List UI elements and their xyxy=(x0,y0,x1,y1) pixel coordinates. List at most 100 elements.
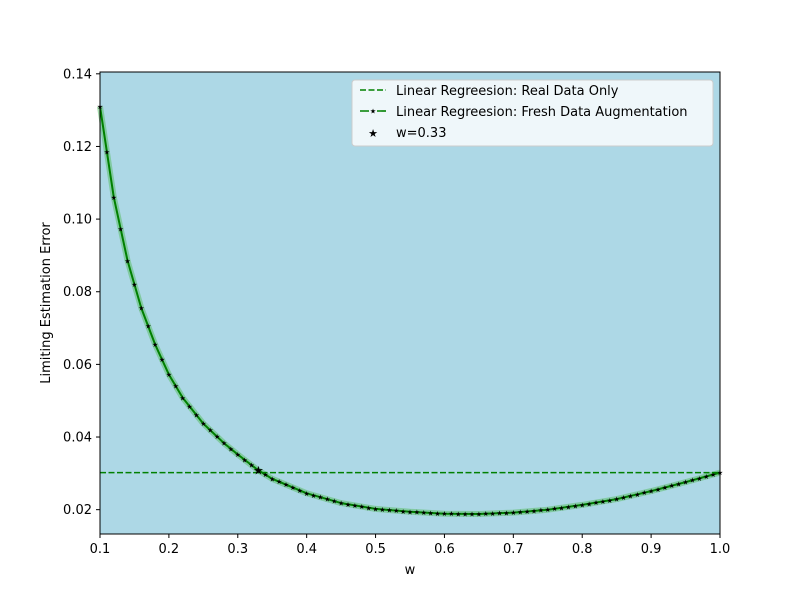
augmentation-marker: ★ xyxy=(538,507,544,515)
plot-frame xyxy=(99,71,721,535)
augmentation-marker: ★ xyxy=(338,500,344,508)
highlight-point-marker: ★ xyxy=(253,463,264,477)
x-tick-label: 0.1 xyxy=(90,542,111,557)
y-tick-label: 0.06 xyxy=(63,358,92,373)
augmentation-marker: ★ xyxy=(593,499,599,507)
augmentation-marker: ★ xyxy=(510,509,516,517)
augmentation-marker: ★ xyxy=(462,510,468,518)
augmentation-marker: ★ xyxy=(483,510,489,518)
y-axis-label: Limiting Estimation Error xyxy=(39,222,54,384)
augmentation-marker: ★ xyxy=(166,371,172,379)
x-tick-label: 0.6 xyxy=(434,542,455,557)
augmentation-marker: ★ xyxy=(221,440,227,448)
augmentation-series-line xyxy=(99,106,721,515)
augmentation-marker: ★ xyxy=(496,510,502,518)
augmentation-marker: ★ xyxy=(579,501,585,509)
y-tick-label: 0.08 xyxy=(63,285,92,300)
augmentation-marker: ★ xyxy=(193,411,199,419)
legend-label-highlight: w=0.33 xyxy=(396,126,446,141)
augmentation-marker: ★ xyxy=(331,498,337,506)
augmentation-marker: ★ xyxy=(676,480,682,488)
x-axis-label: w xyxy=(405,563,416,578)
augmentation-marker: ★ xyxy=(531,507,537,515)
augmentation-marker: ★ xyxy=(469,510,475,518)
augmentation-marker: ★ xyxy=(152,341,158,349)
augmentation-marker: ★ xyxy=(586,500,592,508)
y-tick-label: 0.14 xyxy=(63,67,92,82)
augmentation-marker: ★ xyxy=(317,494,323,502)
augmentation-marker: ★ xyxy=(297,487,303,495)
augmentation-marker: ★ xyxy=(620,494,626,502)
augmentation-marker: ★ xyxy=(407,508,413,516)
augmentation-marker: ★ xyxy=(490,510,496,518)
legend-highlight-star-icon: ★ xyxy=(368,127,378,140)
augmentation-marker: ★ xyxy=(173,383,179,391)
augmentation-marker: ★ xyxy=(118,226,124,234)
x-tick-label: 0.2 xyxy=(159,542,180,557)
augmentation-marker: ★ xyxy=(104,148,110,156)
augmentation-marker: ★ xyxy=(262,471,268,479)
augmentation-marker: ★ xyxy=(696,475,702,483)
legend-label-real-data: Linear Regreesion: Real Data Only xyxy=(396,84,619,99)
augmentation-marker: ★ xyxy=(614,496,620,504)
augmentation-marker: ★ xyxy=(304,490,310,498)
x-tick-label: 0.7 xyxy=(503,542,524,557)
augmentation-marker: ★ xyxy=(600,498,606,506)
augmentation-marker: ★ xyxy=(290,484,296,492)
y-tick-label: 0.12 xyxy=(63,140,92,155)
augmentation-marker: ★ xyxy=(517,508,523,516)
augmentation-marker: ★ xyxy=(207,427,213,435)
axes-layer: 0.1 0.2 0.3 0.4 0.5 0.6 0.7 0.8 0.9 1.0 0.02 0.04 0.… xyxy=(63,67,730,557)
augmentation-marker: ★ xyxy=(359,503,365,511)
augmentation-marker: ★ xyxy=(324,496,330,504)
x-tick-label: 0.8 xyxy=(572,542,593,557)
augmentation-marker: ★ xyxy=(145,323,151,331)
legend-label-augmentation: Linear Regreesion: Fresh Data Augmentati… xyxy=(396,105,688,120)
augmentation-marker: ★ xyxy=(545,506,551,514)
augmentation-marker: ★ xyxy=(352,502,358,510)
legend-box xyxy=(351,79,714,147)
y-tick-label: 0.04 xyxy=(63,431,92,446)
legend-star-icon: ★ xyxy=(370,108,376,116)
augmentation-marker: ★ xyxy=(703,473,709,481)
augmentation-marker: ★ xyxy=(448,510,454,518)
augmentation-marker: ★ xyxy=(124,257,130,265)
augmentation-marker: ★ xyxy=(414,509,420,517)
augmentation-marker: ★ xyxy=(283,481,289,489)
augmentation-marker: ★ xyxy=(393,507,399,515)
augmentation-marker: ★ xyxy=(710,471,716,479)
augmentation-marker: ★ xyxy=(131,281,137,289)
augmentation-marker: ★ xyxy=(228,445,234,453)
augmentation-marker: ★ xyxy=(476,511,482,519)
augmentation-marker: ★ xyxy=(669,482,675,490)
augmentation-marker: ★ xyxy=(648,488,654,496)
augmentation-marker: ★ xyxy=(159,356,165,364)
augmentation-marker: ★ xyxy=(180,394,186,402)
augmentation-marker: ★ xyxy=(421,509,427,517)
augmentation-marker: ★ xyxy=(386,507,392,515)
legend: Linear Regreesion: Real Data Only ★ Line… xyxy=(351,79,714,147)
augmentation-marker: ★ xyxy=(503,509,509,517)
augmentation-marker: ★ xyxy=(269,475,275,483)
augmentation-marker: ★ xyxy=(379,506,385,514)
augmentation-marker: ★ xyxy=(682,479,688,487)
augmentation-marker: ★ xyxy=(572,502,578,510)
augmentation-marker: ★ xyxy=(214,433,220,441)
augmentation-marker: ★ xyxy=(434,510,440,518)
augmentation-marker: ★ xyxy=(248,462,254,470)
y-tick-label: 0.02 xyxy=(63,503,92,518)
x-tick-label: 0.3 xyxy=(227,542,248,557)
augmentation-marker: ★ xyxy=(634,491,640,499)
augmentation-marker: ★ xyxy=(641,489,647,497)
augmentation-marker: ★ xyxy=(607,497,613,505)
y-tick-label: 0.10 xyxy=(63,213,92,228)
augmentation-marker: ★ xyxy=(627,492,633,500)
augmentation-marker: ★ xyxy=(255,467,261,475)
augmentation-marker: ★ xyxy=(372,505,378,513)
augmentation-marker: ★ xyxy=(455,510,461,518)
augmentation-marker: ★ xyxy=(565,503,571,511)
augmentation-marker: ★ xyxy=(186,403,192,411)
augmentation-marker: ★ xyxy=(138,305,144,313)
augmentation-marker: ★ xyxy=(235,451,241,459)
